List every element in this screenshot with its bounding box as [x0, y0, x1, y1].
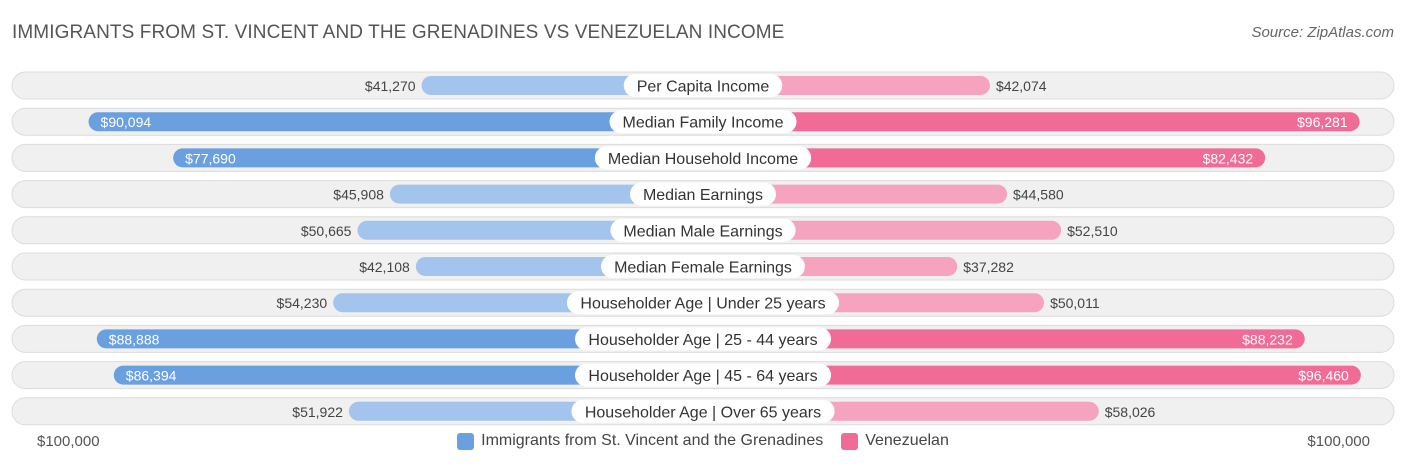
category-label: Median Earnings — [643, 187, 763, 204]
bar-left — [96, 329, 704, 349]
bar-right — [703, 112, 1360, 132]
value-label-left: $50,665 — [301, 223, 352, 239]
category-label-background — [594, 146, 812, 170]
bar-left — [113, 365, 704, 385]
legend-item-right: Venezuelan — [841, 432, 949, 450]
legend-swatch-left — [457, 432, 475, 450]
value-label-left: $90,094 — [101, 114, 152, 130]
value-label-left: $77,690 — [185, 150, 236, 166]
value-label-right: $96,281 — [1297, 114, 1348, 130]
value-label-right: $82,432 — [1203, 150, 1254, 166]
legend-label-right: Venezuelan — [865, 432, 949, 449]
category-label-background — [574, 327, 832, 351]
value-label-right: $52,510 — [1067, 223, 1118, 239]
value-label-left: $54,230 — [277, 295, 328, 311]
category-label: Householder Age | Over 65 years — [585, 404, 821, 421]
bar-right — [703, 365, 1361, 385]
category-label-background — [629, 182, 777, 206]
value-label-right: $96,460 — [1298, 368, 1349, 384]
bar-right — [703, 329, 1305, 349]
axis-right-label: $100,000 — [1307, 433, 1370, 450]
category-label: Median Family Income — [623, 115, 784, 132]
legend-swatch-right — [841, 432, 859, 450]
category-label: Householder Age | 45 - 64 years — [588, 368, 817, 385]
legend: Immigrants from St. Vincent and the Gren… — [0, 432, 1406, 450]
legend-label-left: Immigrants from St. Vincent and the Gren… — [481, 432, 824, 449]
bar-right — [703, 184, 1008, 204]
legend-item-left: Immigrants from St. Vincent and the Gren… — [457, 432, 823, 450]
category-label: Householder Age | Under 25 years — [580, 296, 825, 313]
category-label-background — [571, 399, 835, 423]
source-label: Source: ZipAtlas.com — [1251, 24, 1394, 41]
category-label: Median Female Earnings — [614, 260, 792, 277]
axis-left-label: $100,000 — [37, 433, 100, 450]
value-label-left: $51,922 — [292, 404, 343, 420]
value-label-left: $45,908 — [333, 187, 384, 203]
category-label-background — [601, 255, 805, 278]
category-label-background — [566, 291, 840, 315]
value-label-right: $44,580 — [1013, 187, 1064, 203]
category-label-background — [610, 218, 796, 242]
value-label-left: $88,888 — [109, 331, 160, 347]
category-label: Median Male Earnings — [623, 223, 782, 240]
value-label-right: $58,026 — [1105, 404, 1156, 420]
value-label-left: $42,108 — [359, 259, 410, 275]
category-label: Median Household Income — [608, 151, 798, 168]
bar-right — [703, 148, 1266, 168]
value-label-right: $50,011 — [1050, 295, 1100, 311]
diverging-bar-chart: $41,270 $42,074 Per Capita Income $90,094 $9… — [11, 71, 1395, 426]
category-label: Householder Age | 25 - 44 years — [588, 332, 817, 349]
bar-left — [88, 112, 704, 132]
bar-left — [173, 148, 704, 168]
category-label: Per Capita Income — [637, 79, 770, 96]
bar-left — [389, 184, 703, 204]
value-label-right: $88,232 — [1242, 331, 1293, 347]
value-label-right: $42,074 — [996, 78, 1047, 94]
value-label-left: $86,394 — [126, 368, 177, 384]
category-label-background — [623, 74, 783, 97]
chart-title: IMMIGRANTS FROM ST. VINCENT AND THE GREN… — [12, 22, 785, 43]
category-label-background — [574, 363, 832, 387]
category-label-background — [609, 110, 797, 134]
value-label-left: $41,270 — [365, 78, 416, 94]
value-label-right: $37,282 — [963, 259, 1014, 275]
